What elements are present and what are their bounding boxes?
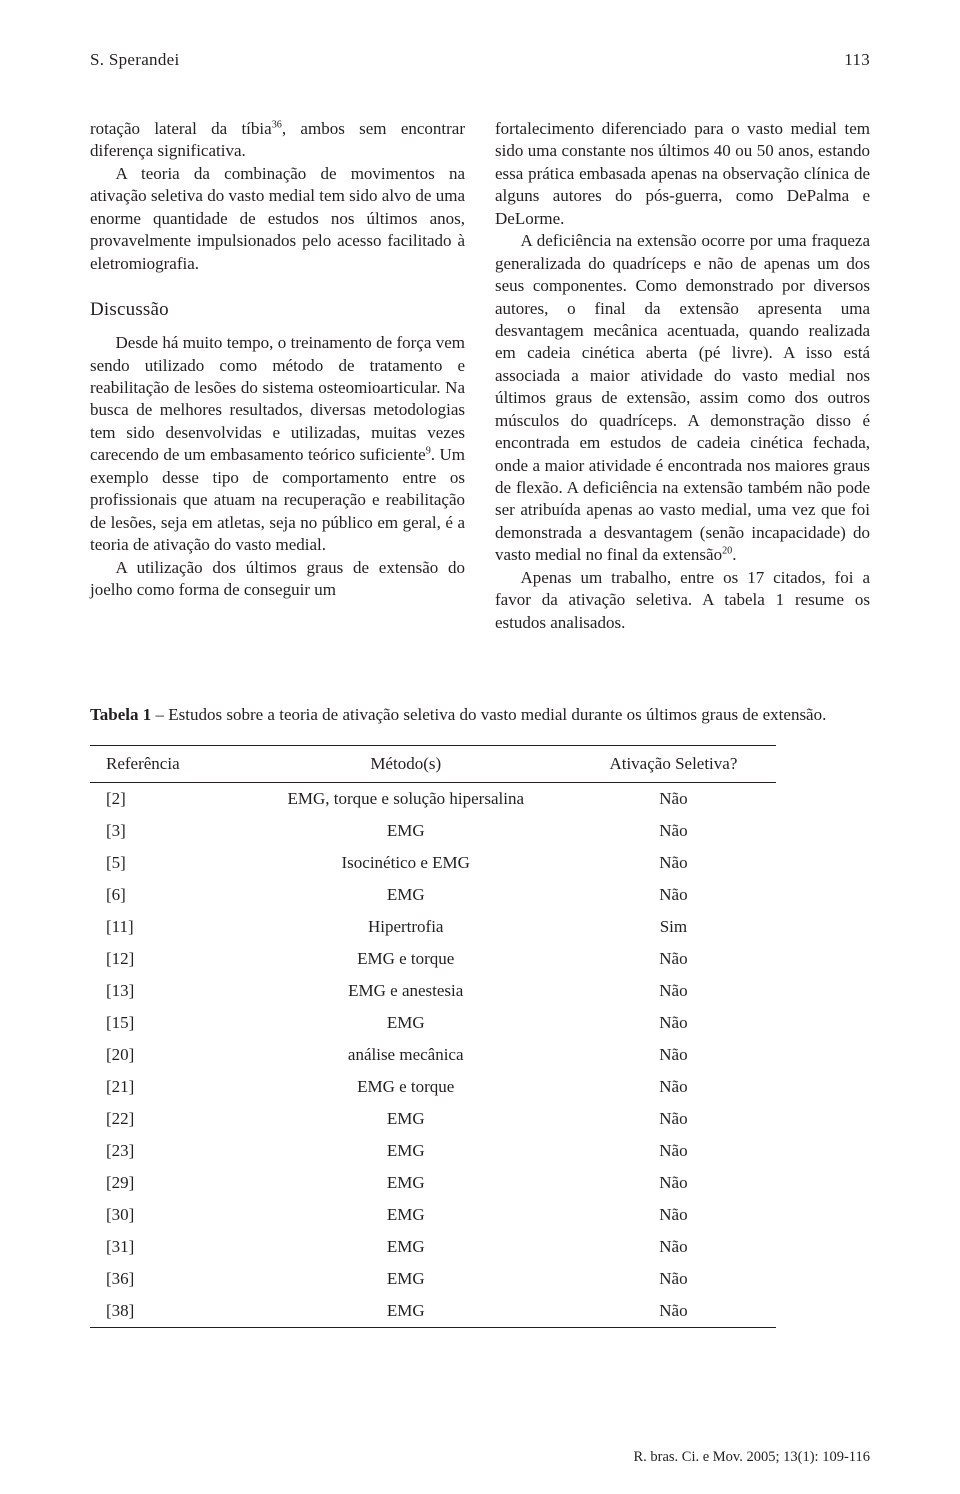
table-cell: EMG e torque — [241, 1071, 570, 1103]
table-row: [20]análise mecânicaNão — [90, 1039, 776, 1071]
table-1-label: Tabela 1 — [90, 705, 151, 724]
table-cell: Isocinético e EMG — [241, 847, 570, 879]
table-row: [2]EMG, torque e solução hipersalinaNão — [90, 783, 776, 816]
para-left-1: rotação lateral da tíbia36, ambos sem en… — [90, 118, 465, 163]
table-1-caption-text: – Estudos sobre a teoria de ativação sel… — [151, 705, 826, 724]
table-cell: EMG — [241, 1007, 570, 1039]
col-ativacao: Ativação Seletiva? — [570, 746, 776, 783]
table-cell: EMG — [241, 1103, 570, 1135]
para-left-2: A teoria da combinação de movimentos na … — [90, 163, 465, 275]
table-cell: Não — [570, 1263, 776, 1295]
table-row: [3]EMGNão — [90, 815, 776, 847]
table-cell: [38] — [90, 1295, 241, 1328]
para-right-2a: A deficiência na extensão ocorre por uma… — [495, 231, 870, 564]
table-cell: EMG — [241, 1135, 570, 1167]
table-cell: [22] — [90, 1103, 241, 1135]
table-cell: [11] — [90, 911, 241, 943]
table-cell: Não — [570, 847, 776, 879]
table-cell: EMG — [241, 1231, 570, 1263]
table-header-row: Referência Método(s) Ativação Seletiva? — [90, 746, 776, 783]
table-1: Referência Método(s) Ativação Seletiva? … — [90, 745, 776, 1328]
table-cell: análise mecânica — [241, 1039, 570, 1071]
cite-20: 20 — [722, 546, 732, 557]
para-right-2b: . — [732, 545, 736, 564]
running-author: S. Sperandei — [90, 50, 180, 70]
table-cell: Sim — [570, 911, 776, 943]
table-row: [29]EMGNão — [90, 1167, 776, 1199]
table-cell: [29] — [90, 1167, 241, 1199]
table-cell: Não — [570, 1071, 776, 1103]
table-cell: [36] — [90, 1263, 241, 1295]
table-cell: EMG — [241, 879, 570, 911]
table-cell: [15] — [90, 1007, 241, 1039]
table-cell: Não — [570, 1135, 776, 1167]
table-row: [38]EMGNão — [90, 1295, 776, 1328]
table-cell: EMG e torque — [241, 943, 570, 975]
table-cell: EMG e anestesia — [241, 975, 570, 1007]
table-cell: EMG — [241, 1199, 570, 1231]
table-cell: [5] — [90, 847, 241, 879]
table-cell: EMG — [241, 1295, 570, 1328]
journal-footer: R. bras. Ci. e Mov. 2005; 13(1): 109-116 — [633, 1449, 870, 1466]
table-cell: [3] — [90, 815, 241, 847]
table-cell: [23] — [90, 1135, 241, 1167]
table-row: [30]EMGNão — [90, 1199, 776, 1231]
table-row: [11]HipertrofiaSim — [90, 911, 776, 943]
col-referencia: Referência — [90, 746, 241, 783]
table-row: [13]EMG e anestesiaNão — [90, 975, 776, 1007]
table-cell: [21] — [90, 1071, 241, 1103]
table-cell: Não — [570, 783, 776, 816]
table-cell: Não — [570, 943, 776, 975]
table-cell: [20] — [90, 1039, 241, 1071]
col-metodos: Método(s) — [241, 746, 570, 783]
para-left-1a: rotação lateral da tíbia — [90, 119, 272, 138]
table-cell: [12] — [90, 943, 241, 975]
table-row: [23]EMGNão — [90, 1135, 776, 1167]
table-cell: Não — [570, 1295, 776, 1328]
table-row: [31]EMGNão — [90, 1231, 776, 1263]
table-1-caption: Tabela 1 – Estudos sobre a teoria de ati… — [90, 704, 870, 727]
table-row: [21]EMG e torqueNão — [90, 1071, 776, 1103]
cite-36: 36 — [272, 119, 282, 130]
table-row: [6]EMGNão — [90, 879, 776, 911]
table-cell: Não — [570, 1039, 776, 1071]
table-cell: Não — [570, 879, 776, 911]
page-number: 113 — [844, 50, 870, 70]
table-cell: Não — [570, 975, 776, 1007]
table-1-block: Tabela 1 – Estudos sobre a teoria de ati… — [90, 704, 870, 1328]
table-cell: Não — [570, 1007, 776, 1039]
table-cell: Não — [570, 1167, 776, 1199]
table-cell: [30] — [90, 1199, 241, 1231]
table-cell: Hipertrofia — [241, 911, 570, 943]
table-row: [12]EMG e torqueNão — [90, 943, 776, 975]
para-right-2: A deficiência na extensão ocorre por uma… — [495, 230, 870, 567]
table-cell: [13] — [90, 975, 241, 1007]
table-cell: [2] — [90, 783, 241, 816]
table-cell: [31] — [90, 1231, 241, 1263]
table-cell: EMG, torque e solução hipersalina — [241, 783, 570, 816]
table-cell: Não — [570, 1103, 776, 1135]
para-left-3a: Desde há muito tempo, o treinamento de f… — [90, 333, 465, 464]
table-cell: Não — [570, 815, 776, 847]
table-cell: [6] — [90, 879, 241, 911]
table-cell: Não — [570, 1199, 776, 1231]
table-row: [5]Isocinético e EMGNão — [90, 847, 776, 879]
para-right-3: Apenas um trabalho, entre os 17 citados,… — [495, 567, 870, 634]
table-row: [36]EMGNão — [90, 1263, 776, 1295]
table-row: [22]EMGNão — [90, 1103, 776, 1135]
section-discussao: Discussão — [90, 297, 465, 322]
para-right-1: fortalecimento diferenciado para o vasto… — [495, 118, 870, 230]
table-cell: Não — [570, 1231, 776, 1263]
body-columns: rotação lateral da tíbia36, ambos sem en… — [90, 118, 870, 634]
para-left-4: A utilização dos últimos graus de extens… — [90, 557, 465, 602]
para-left-3: Desde há muito tempo, o treinamento de f… — [90, 332, 465, 556]
table-cell: EMG — [241, 815, 570, 847]
table-cell: EMG — [241, 1263, 570, 1295]
table-row: [15]EMGNão — [90, 1007, 776, 1039]
table-cell: EMG — [241, 1167, 570, 1199]
